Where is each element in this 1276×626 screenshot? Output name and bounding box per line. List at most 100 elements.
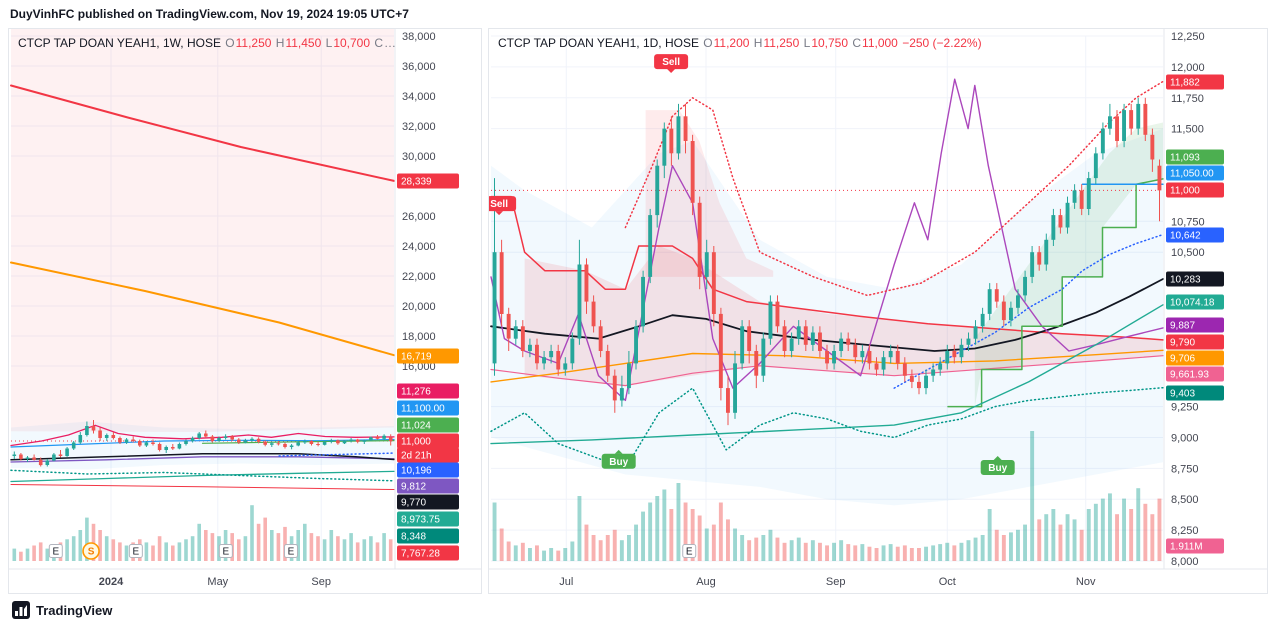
publish-rest: published on TradingView.com, Nov 19, 20…: [74, 7, 409, 21]
ma-orange: [490, 349, 1164, 383]
svg-text:1.911M: 1.911M: [1170, 542, 1203, 553]
svg-text:9,706: 9,706: [1170, 354, 1195, 365]
title-token: O: [703, 36, 713, 50]
line-green-slow: [490, 304, 1164, 445]
buy-marker: Buy: [980, 456, 1015, 475]
svg-text:8,348: 8,348: [401, 532, 426, 543]
buy-marker: Buy: [601, 449, 636, 469]
publish-author: DuyVinhFC: [10, 7, 75, 21]
price-axis[interactable]: 38,000 36,000 34,000 32,000 30,000 26,000 24,0…: [402, 31, 436, 373]
svg-text:10,500: 10,500: [1171, 247, 1205, 259]
weekly-chart-panel[interactable]: E S E E E 38,000 36,000 34,000 32,000 30,000 26,00…: [8, 28, 482, 594]
svg-text:Sell: Sell: [662, 57, 680, 68]
time-axis[interactable]: Jul Aug Sep Oct Nov: [559, 576, 1096, 588]
line-red-bottom: [10, 484, 395, 490]
svg-text:9,770: 9,770: [401, 498, 426, 509]
svg-text:10,642: 10,642: [1170, 231, 1201, 242]
ma-violet: [10, 456, 395, 463]
sell-marker: Sell: [489, 196, 517, 216]
svg-text:9,000: 9,000: [1171, 433, 1199, 445]
svg-text:9,790: 9,790: [1170, 338, 1195, 349]
svg-text:10,074.18: 10,074.18: [1170, 298, 1215, 309]
svg-text:E: E: [223, 547, 230, 558]
svg-text:9,812: 9,812: [401, 482, 426, 493]
svg-text:11,276: 11,276: [401, 387, 431, 398]
tradingview-logo[interactable]: [12, 601, 30, 619]
svg-text:24,000: 24,000: [402, 241, 436, 253]
svg-text:2d 21h: 2d 21h: [401, 451, 432, 462]
title-token: CTCP TAP DOAN YEAH1, 1D, HOSE: [498, 36, 703, 50]
svg-text:26,000: 26,000: [402, 211, 436, 223]
weekly-chart-title: CTCP TAP DOAN YEAH1, 1W, HOSE O11,250 H1…: [18, 36, 397, 50]
svg-text:32,000: 32,000: [402, 121, 436, 133]
svg-text:Sep: Sep: [826, 576, 846, 588]
ma-black: [10, 453, 395, 461]
event-markers: E: [682, 544, 697, 558]
price-axis-badges: 28,339 16,719 11,276 11,100.00 11,024 11,000 2…: [397, 173, 459, 561]
svg-text:7,767.28: 7,767.28: [401, 549, 440, 560]
svg-text:11,100.00: 11,100.00: [401, 404, 445, 415]
title-token: L: [325, 36, 333, 50]
svg-text:16,000: 16,000: [402, 361, 436, 373]
sar-teal: [10, 469, 395, 482]
trend-orange: [10, 261, 395, 357]
svg-text:11,882: 11,882: [1170, 78, 1200, 89]
svg-text:S: S: [88, 547, 95, 558]
svg-text:36,000: 36,000: [402, 61, 436, 73]
svg-text:11,024: 11,024: [401, 421, 431, 432]
svg-text:8,250: 8,250: [1171, 525, 1199, 537]
svg-text:Oct: Oct: [939, 576, 956, 588]
buy-sell-markers: Sell Buy Sell Buy: [489, 54, 1015, 475]
title-token: O: [225, 36, 235, 50]
title-token: …: [384, 36, 397, 50]
grid-layer: [11, 35, 394, 561]
svg-text:E: E: [52, 547, 59, 558]
svg-text:Sell: Sell: [490, 199, 508, 210]
svg-text:11,000: 11,000: [401, 437, 431, 448]
svg-text:38,000: 38,000: [402, 31, 436, 43]
daily-chart-canvas[interactable]: Sell Buy Sell Buy E 12,25012,00011,75011,5001…: [489, 29, 1267, 593]
title-token: 11,250: [235, 36, 275, 50]
candles-layer: [492, 97, 1162, 426]
tradingview-footer[interactable]: TradingView: [12, 601, 112, 619]
price-axis[interactable]: 12,250 12,000 11,750 11,500 10,750 10,500 9,25…: [1171, 31, 1205, 568]
publish-line: DuyVinhFC published on TradingView.com, …: [10, 7, 409, 21]
title-token: C: [374, 36, 384, 50]
weekly-chart-canvas[interactable]: E S E E E 38,000 36,000 34,000 32,000 30,000 26,00…: [9, 29, 481, 593]
step-green: [947, 178, 1164, 408]
svg-text:11,050.00: 11,050.00: [1170, 169, 1214, 180]
svg-text:Nov: Nov: [1076, 576, 1096, 588]
svg-text:20,000: 20,000: [402, 301, 436, 313]
svg-text:9,403: 9,403: [1170, 389, 1195, 400]
sell-marker: Sell: [654, 54, 689, 74]
band-lower-pink: [490, 355, 1164, 387]
daily-chart-panel[interactable]: Sell Buy Sell Buy E 12,250 12,000 11,750 11,500 1…: [488, 28, 1268, 594]
volume-layer: [12, 505, 393, 561]
volume-layer: [492, 431, 1162, 561]
svg-text:8,973.75: 8,973.75: [401, 515, 440, 526]
svg-text:9,250: 9,250: [1171, 402, 1199, 414]
svg-text:9,661.93: 9,661.93: [1170, 370, 1209, 381]
title-token: 10,750: [811, 36, 852, 50]
svg-text:10,283: 10,283: [1170, 275, 1201, 286]
svg-text:Sep: Sep: [311, 576, 331, 588]
grid-layer: [491, 35, 1163, 562]
price-axis-badges: 11,882 11,093 11,050.00 11,000 10,642 10,283 1…: [1166, 74, 1224, 554]
time-axis[interactable]: 2024 May Sep: [99, 576, 331, 588]
title-token: 10,700: [333, 36, 374, 50]
title-token: L: [803, 36, 811, 50]
tradingview-brand-text[interactable]: TradingView: [36, 602, 113, 618]
title-token: 11,000: [862, 36, 902, 50]
candles-layer: [12, 420, 393, 467]
svg-text:Aug: Aug: [696, 576, 716, 588]
svg-text:9,887: 9,887: [1170, 321, 1195, 332]
svg-text:Jul: Jul: [559, 576, 573, 588]
svg-text:Buy: Buy: [988, 463, 1007, 474]
daily-chart-title: CTCP TAP DOAN YEAH1, 1D, HOSE O11,200 H1…: [498, 36, 983, 50]
resistance-red: [490, 195, 1164, 341]
svg-text:8,000: 8,000: [1171, 556, 1199, 568]
title-token: 11,200: [713, 36, 753, 50]
line-magenta: [10, 424, 395, 447]
svg-text:16,719: 16,719: [401, 352, 432, 363]
